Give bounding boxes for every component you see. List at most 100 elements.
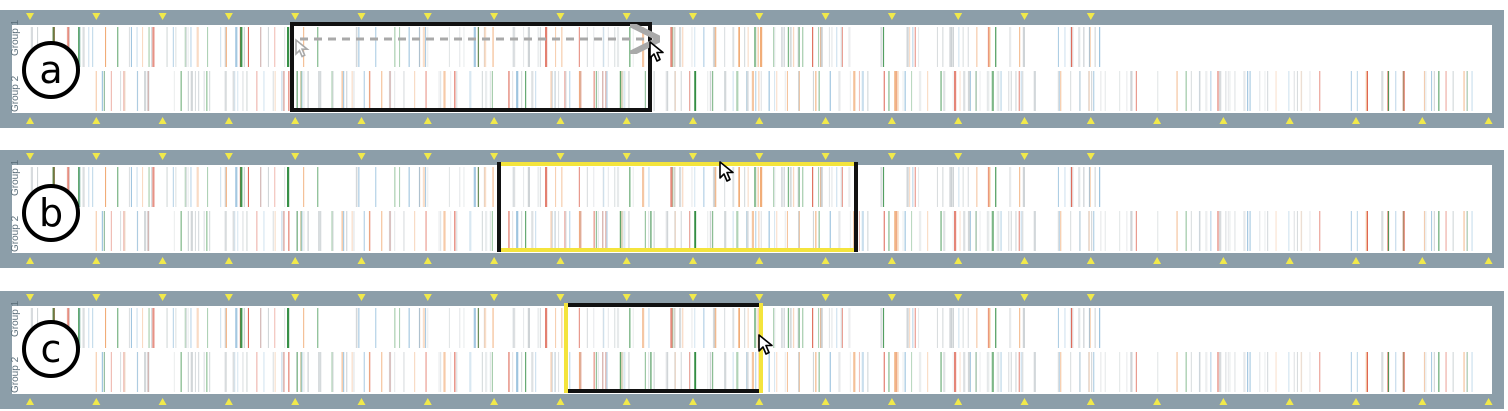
bottom-marker[interactable]: [26, 117, 34, 124]
top-marker[interactable]: [291, 153, 300, 160]
bottom-marker[interactable]: [357, 257, 366, 264]
top-marker[interactable]: [224, 294, 233, 301]
top-marker[interactable]: [689, 294, 697, 301]
bottom-marker[interactable]: [821, 257, 830, 264]
selection-box[interactable]: [497, 162, 858, 252]
top-marker[interactable]: [887, 294, 896, 301]
top-marker[interactable]: [821, 294, 830, 301]
bottom-marker[interactable]: [1020, 398, 1029, 405]
bottom-marker[interactable]: [490, 257, 499, 264]
top-marker[interactable]: [158, 13, 167, 20]
bottom-marker[interactable]: [1285, 117, 1294, 124]
bottom-marker[interactable]: [622, 398, 631, 405]
top-marker[interactable]: [158, 153, 167, 160]
bottom-marker[interactable]: [423, 117, 432, 124]
top-marker[interactable]: [1086, 153, 1095, 160]
top-marker[interactable]: [158, 294, 167, 301]
bottom-marker[interactable]: [887, 257, 896, 264]
timeline-panel-c[interactable]: Group 1 Group 2: [0, 291, 1504, 409]
top-marker[interactable]: [423, 13, 432, 20]
top-marker[interactable]: [423, 153, 432, 160]
bottom-marker[interactable]: [291, 398, 300, 405]
bottom-marker[interactable]: [224, 257, 233, 264]
top-marker[interactable]: [291, 294, 300, 301]
top-marker[interactable]: [92, 294, 101, 301]
bottom-marker[interactable]: [26, 398, 34, 405]
timeline-panel-a[interactable]: Group 1 Group 2: [0, 10, 1504, 128]
bottom-marker[interactable]: [755, 117, 764, 124]
top-marker[interactable]: [556, 153, 565, 160]
top-marker[interactable]: [755, 294, 764, 301]
top-marker[interactable]: [357, 153, 366, 160]
top-marker[interactable]: [954, 294, 963, 301]
bottom-marker[interactable]: [887, 398, 896, 405]
bottom-marker[interactable]: [1285, 398, 1294, 405]
bottom-marker[interactable]: [92, 257, 101, 264]
top-marker[interactable]: [622, 13, 631, 20]
bottom-marker[interactable]: [954, 398, 963, 405]
top-marker[interactable]: [556, 13, 565, 20]
bottom-marker[interactable]: [1219, 117, 1228, 124]
top-marker[interactable]: [689, 13, 697, 20]
top-marker[interactable]: [689, 153, 697, 160]
bottom-marker[interactable]: [26, 257, 34, 264]
top-marker[interactable]: [357, 13, 366, 20]
top-marker[interactable]: [357, 294, 366, 301]
bottom-marker[interactable]: [1418, 117, 1427, 124]
top-marker[interactable]: [821, 153, 830, 160]
top-marker[interactable]: [490, 153, 499, 160]
bottom-marker[interactable]: [1352, 117, 1360, 124]
top-marker[interactable]: [887, 153, 896, 160]
bottom-marker[interactable]: [1153, 398, 1162, 405]
top-marker[interactable]: [92, 153, 101, 160]
bottom-marker[interactable]: [1153, 117, 1162, 124]
timeline-panel-b[interactable]: Group 1 Group 2: [0, 150, 1504, 268]
bottom-marker[interactable]: [92, 398, 101, 405]
bottom-marker[interactable]: [1086, 398, 1095, 405]
top-marker[interactable]: [954, 153, 963, 160]
top-marker[interactable]: [622, 153, 631, 160]
top-marker[interactable]: [1020, 13, 1029, 20]
bottom-marker[interactable]: [357, 398, 366, 405]
bottom-marker[interactable]: [689, 117, 697, 124]
top-marker[interactable]: [291, 13, 300, 20]
top-marker[interactable]: [224, 153, 233, 160]
bottom-marker[interactable]: [1484, 117, 1493, 124]
top-marker[interactable]: [490, 13, 499, 20]
bottom-marker[interactable]: [1153, 257, 1162, 264]
top-marker[interactable]: [622, 294, 631, 301]
top-marker[interactable]: [224, 13, 233, 20]
bottom-marker[interactable]: [821, 398, 830, 405]
bottom-marker[interactable]: [954, 117, 963, 124]
top-marker[interactable]: [1020, 294, 1029, 301]
bottom-marker[interactable]: [291, 117, 300, 124]
bottom-marker[interactable]: [1086, 257, 1095, 264]
bottom-marker[interactable]: [1418, 257, 1427, 264]
bottom-marker[interactable]: [1352, 257, 1360, 264]
bottom-marker[interactable]: [92, 117, 101, 124]
top-marker[interactable]: [887, 13, 896, 20]
bottom-marker[interactable]: [291, 257, 300, 264]
top-marker[interactable]: [556, 294, 565, 301]
top-marker[interactable]: [1020, 153, 1029, 160]
bottom-marker[interactable]: [821, 117, 830, 124]
top-marker[interactable]: [755, 153, 764, 160]
bottom-marker[interactable]: [1219, 398, 1228, 405]
bottom-marker[interactable]: [224, 398, 233, 405]
top-marker[interactable]: [954, 13, 963, 20]
bottom-marker[interactable]: [158, 398, 167, 405]
bottom-marker[interactable]: [954, 257, 963, 264]
bottom-marker[interactable]: [689, 398, 697, 405]
bottom-marker[interactable]: [1484, 257, 1493, 264]
bottom-marker[interactable]: [1352, 398, 1360, 405]
top-marker[interactable]: [1086, 13, 1095, 20]
bottom-marker[interactable]: [556, 117, 565, 124]
bottom-marker[interactable]: [755, 398, 764, 405]
bottom-marker[interactable]: [423, 257, 432, 264]
bottom-marker[interactable]: [622, 257, 631, 264]
bottom-marker[interactable]: [1484, 398, 1493, 405]
top-marker[interactable]: [26, 153, 34, 160]
bottom-marker[interactable]: [1285, 257, 1294, 264]
top-marker[interactable]: [26, 13, 34, 20]
bottom-marker[interactable]: [1020, 117, 1029, 124]
